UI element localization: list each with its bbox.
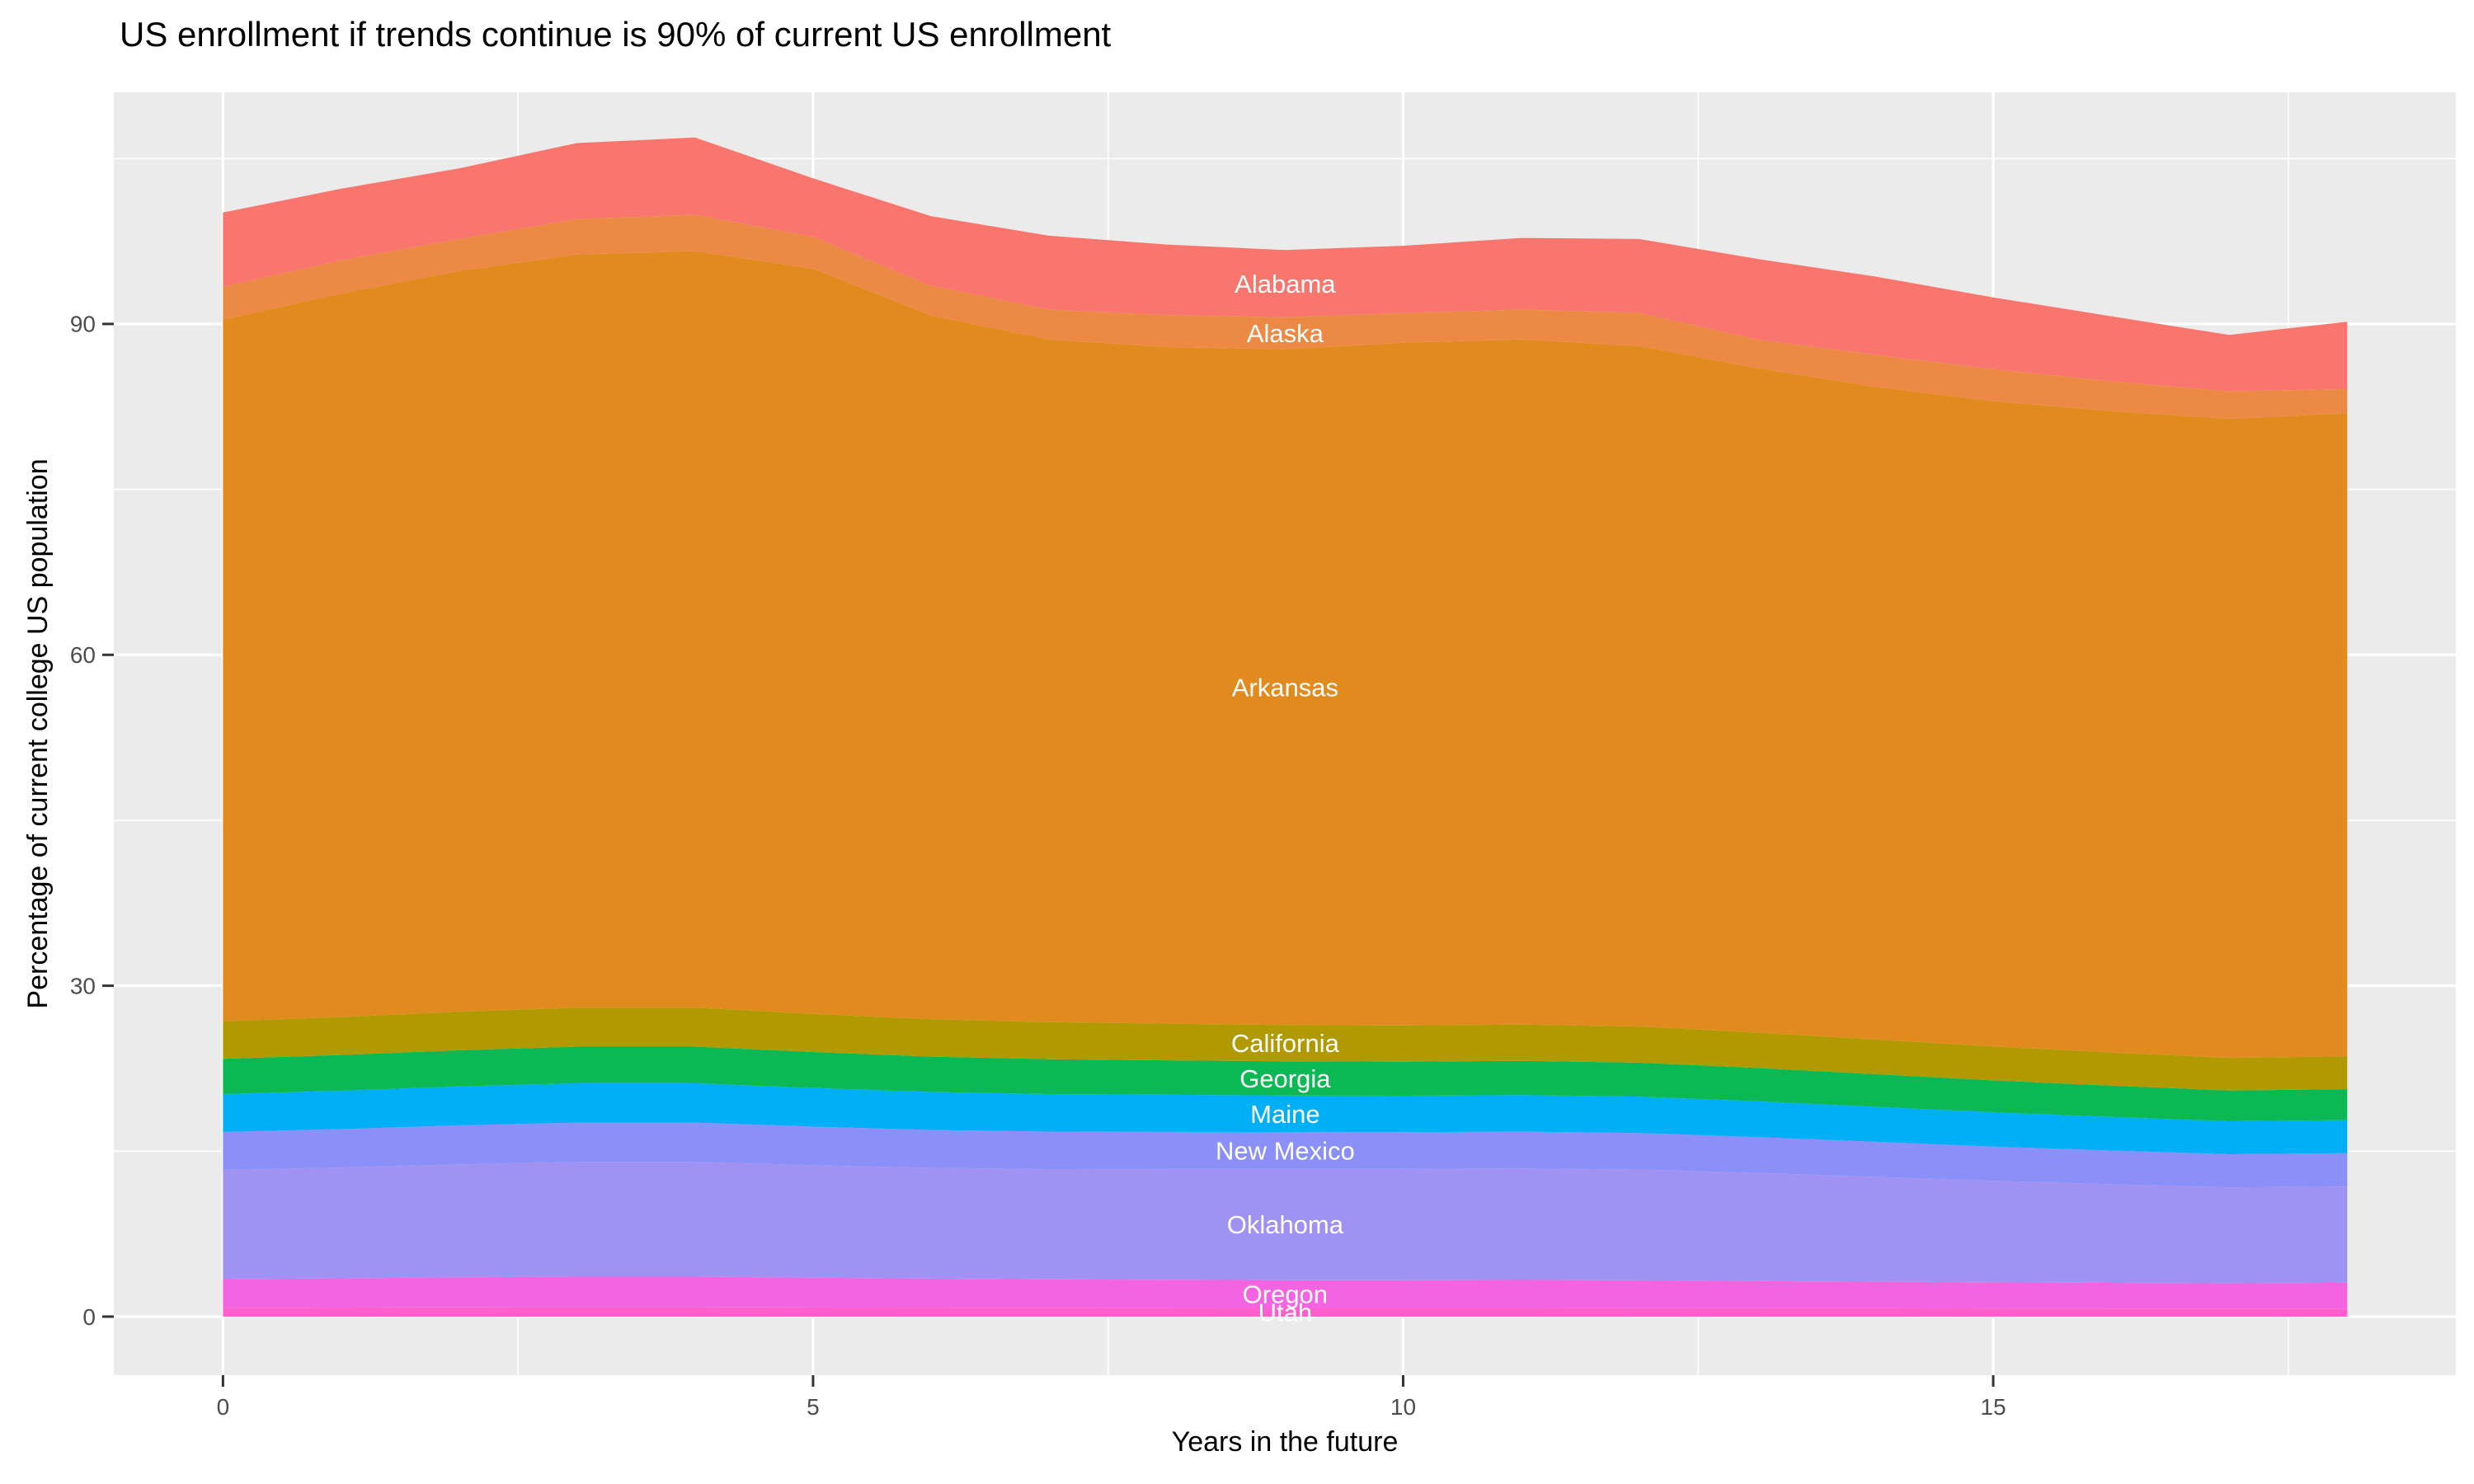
chart-title: US enrollment if trends continue is 90% … — [120, 15, 1112, 54]
series-label-arkansas: Arkansas — [1232, 673, 1338, 702]
x-tick-label: 5 — [807, 1394, 820, 1420]
y-tick-label: 60 — [70, 642, 96, 668]
series-label-maine: Maine — [1250, 1100, 1319, 1129]
area-oregon — [223, 1276, 2348, 1309]
series-label-alaska: Alaska — [1247, 319, 1324, 348]
series-label-california: California — [1231, 1029, 1340, 1058]
area-maine — [223, 1082, 2348, 1154]
area-new-mexico — [223, 1122, 2348, 1188]
series-label-oklahoma: Oklahoma — [1227, 1210, 1344, 1239]
y-tick-label: 90 — [70, 312, 96, 337]
y-tick-label: 30 — [70, 973, 96, 998]
area-arkansas — [223, 251, 2348, 1059]
x-axis-title: Years in the future — [1172, 1426, 1399, 1458]
series-label-alabama: Alabama — [1235, 270, 1336, 298]
area-alabama — [223, 137, 2348, 392]
series-label-utah: Utah — [1258, 1298, 1312, 1327]
x-tick-label: 15 — [1980, 1394, 2006, 1420]
y-tick-label: 0 — [82, 1304, 96, 1330]
area-utah — [223, 1307, 2348, 1317]
area-alaska — [223, 214, 2348, 419]
series-label-georgia: Georgia — [1239, 1064, 1331, 1093]
area-georgia — [223, 1046, 2348, 1121]
series-label-new-mexico: New Mexico — [1216, 1136, 1355, 1165]
x-tick-label: 10 — [1390, 1394, 1416, 1420]
series-label-oregon: Oregon — [1243, 1280, 1328, 1309]
area-oklahoma — [223, 1162, 2348, 1284]
x-tick-label: 0 — [217, 1394, 230, 1420]
area-california — [223, 1007, 2348, 1091]
y-axis-title: Percentage of current college US populat… — [22, 458, 54, 1008]
